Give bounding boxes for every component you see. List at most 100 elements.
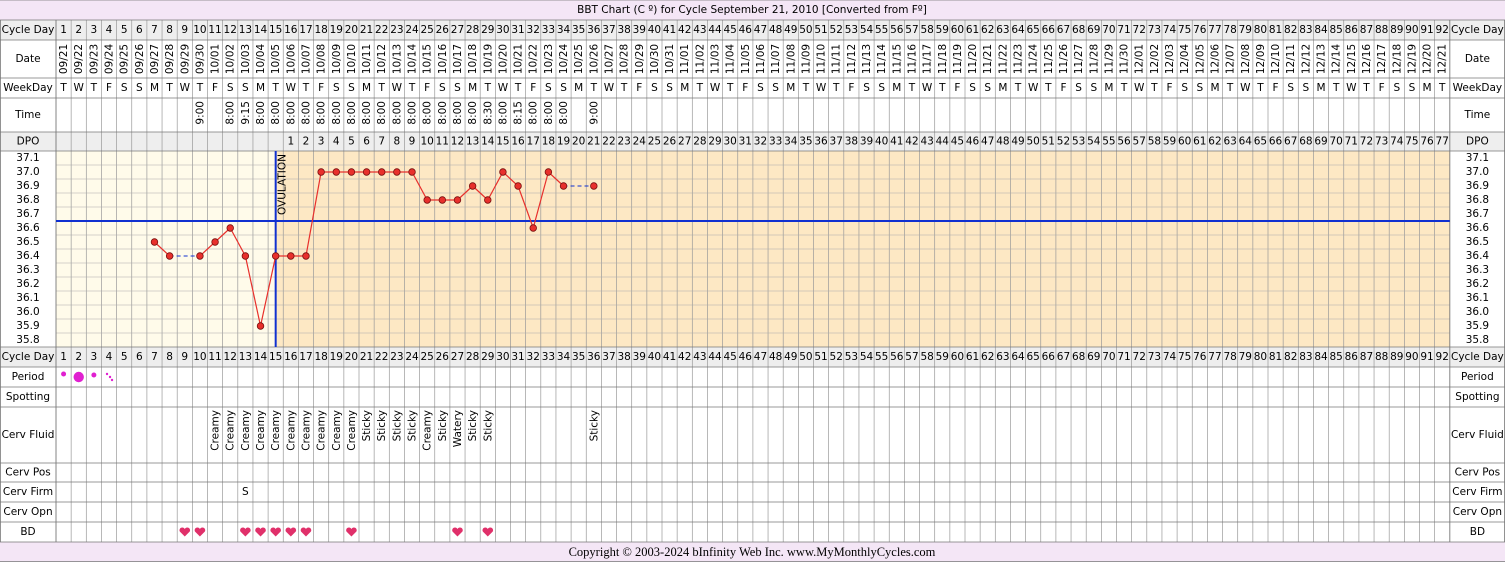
cycle-day: 13 (239, 351, 252, 363)
weekday: T (696, 82, 704, 94)
cycle-day: 75 (1178, 351, 1191, 363)
date: 10/15 (422, 44, 434, 74)
date: 12/07 (1225, 44, 1237, 74)
row-label: Cerv Fluid (2, 429, 55, 441)
date: 10/03 (240, 44, 252, 74)
cycle-day: 52 (830, 24, 843, 36)
temp-point (438, 196, 447, 204)
cerv-fluid: Creamy (346, 410, 358, 451)
cerv-fluid: Creamy (285, 410, 297, 451)
cycle-day: 36 (587, 351, 601, 363)
weekday: M (892, 82, 901, 94)
date: 12/12 (1300, 44, 1312, 74)
cycle-day: 44 (708, 351, 722, 363)
dpo: 51 (1042, 136, 1055, 148)
y-tick-label: 36.4 (16, 250, 40, 262)
weekday: W (392, 82, 403, 94)
weekday: S (772, 82, 779, 94)
cycle-day: 80 (1254, 24, 1267, 36)
cycle-day: 90 (1405, 351, 1418, 363)
cycle-day: 78 (1223, 351, 1236, 363)
cycle-day: 23 (390, 24, 403, 36)
row-label: BD (1470, 526, 1485, 538)
date: 09/29 (179, 44, 191, 74)
dpo: 41 (890, 136, 903, 148)
bd-heart (255, 527, 266, 537)
date: 11/22 (997, 44, 1009, 74)
temp-point (408, 168, 416, 176)
weekday: S (1196, 82, 1203, 94)
weekday: T (302, 82, 310, 94)
cerv-fluid: Sticky (588, 410, 600, 441)
cycle-day: 37 (602, 24, 615, 36)
row-label: Cycle Day (1451, 24, 1504, 36)
dpo: 19 (557, 136, 570, 148)
cycle-day: 73 (1148, 24, 1161, 36)
bd-heart (240, 527, 251, 537)
row-label: Cerv Fluid (1451, 429, 1504, 441)
date: 11/04 (725, 44, 737, 75)
cycle-day: 29 (481, 24, 494, 36)
dpo: 70 (1329, 136, 1342, 148)
date: 11/23 (1013, 44, 1025, 74)
cycle-day: 10 (193, 351, 206, 363)
weekday: W (1346, 82, 1357, 94)
dpo: 49 (1011, 136, 1024, 148)
date: 10/16 (437, 44, 449, 75)
cycle-day: 65 (1026, 24, 1039, 36)
cycle-day: 89 (1390, 351, 1403, 363)
cycle-day: 32 (527, 351, 540, 363)
cycle-day: 87 (1360, 351, 1373, 363)
temp-point (332, 168, 340, 176)
temp-point (590, 182, 598, 190)
y-tick-label: 37.0 (1466, 166, 1489, 178)
cycle-day: 32 (527, 24, 540, 36)
temp-point (287, 252, 295, 260)
cycle-day: 61 (966, 351, 979, 363)
date: 12/13 (1316, 44, 1328, 74)
date: 12/02 (1149, 44, 1161, 74)
dpo: 72 (1360, 136, 1373, 148)
time: 8:00 (452, 101, 464, 125)
y-tick-label: 36.0 (1466, 306, 1489, 318)
cycle-day: 57 (905, 351, 918, 363)
cycle-day: 12 (224, 351, 237, 363)
cycle-day: 88 (1375, 24, 1388, 36)
weekday: S (136, 82, 143, 94)
cycle-day: 60 (951, 351, 964, 363)
cycle-day: 40 (648, 351, 661, 363)
y-tick-label: 37.0 (16, 166, 39, 178)
cycle-day: 35 (572, 351, 585, 363)
date: 10/02 (225, 44, 237, 74)
date: 10/04 (255, 44, 267, 75)
cerv-fluid: Creamy (240, 410, 252, 451)
date: 10/07 (300, 44, 312, 74)
cycle-day: 43 (693, 24, 706, 36)
date: 09/26 (134, 44, 146, 75)
date: 11/01 (679, 44, 691, 74)
dpo: 32 (754, 136, 767, 148)
row-label: Cycle Day (2, 24, 55, 36)
cycle-day: 72 (1133, 24, 1146, 36)
cycle-day: 62 (981, 351, 994, 363)
dpo: 2 (303, 136, 310, 148)
cycle-day: 44 (708, 24, 722, 36)
weekday: S (863, 82, 870, 94)
date: 11/03 (710, 44, 722, 74)
date: 12/14 (1331, 44, 1343, 75)
cerv-fluid: Sticky (437, 410, 449, 441)
cycle-day: 15 (269, 351, 282, 363)
weekday: T (484, 82, 492, 94)
cycle-day: 89 (1390, 24, 1403, 36)
cycle-day: 31 (511, 24, 524, 36)
date: 12/15 (1346, 44, 1358, 74)
dpo: 5 (348, 136, 355, 148)
cerv-fluid: Creamy (225, 410, 237, 451)
weekday: T (90, 82, 98, 94)
date: 12/09 (1255, 44, 1267, 74)
time: 9:00 (588, 101, 600, 125)
cycle-day: 45 (723, 351, 736, 363)
cycle-day: 55 (875, 24, 888, 36)
cycle-day: 23 (390, 351, 403, 363)
time: 8:00 (407, 101, 419, 125)
